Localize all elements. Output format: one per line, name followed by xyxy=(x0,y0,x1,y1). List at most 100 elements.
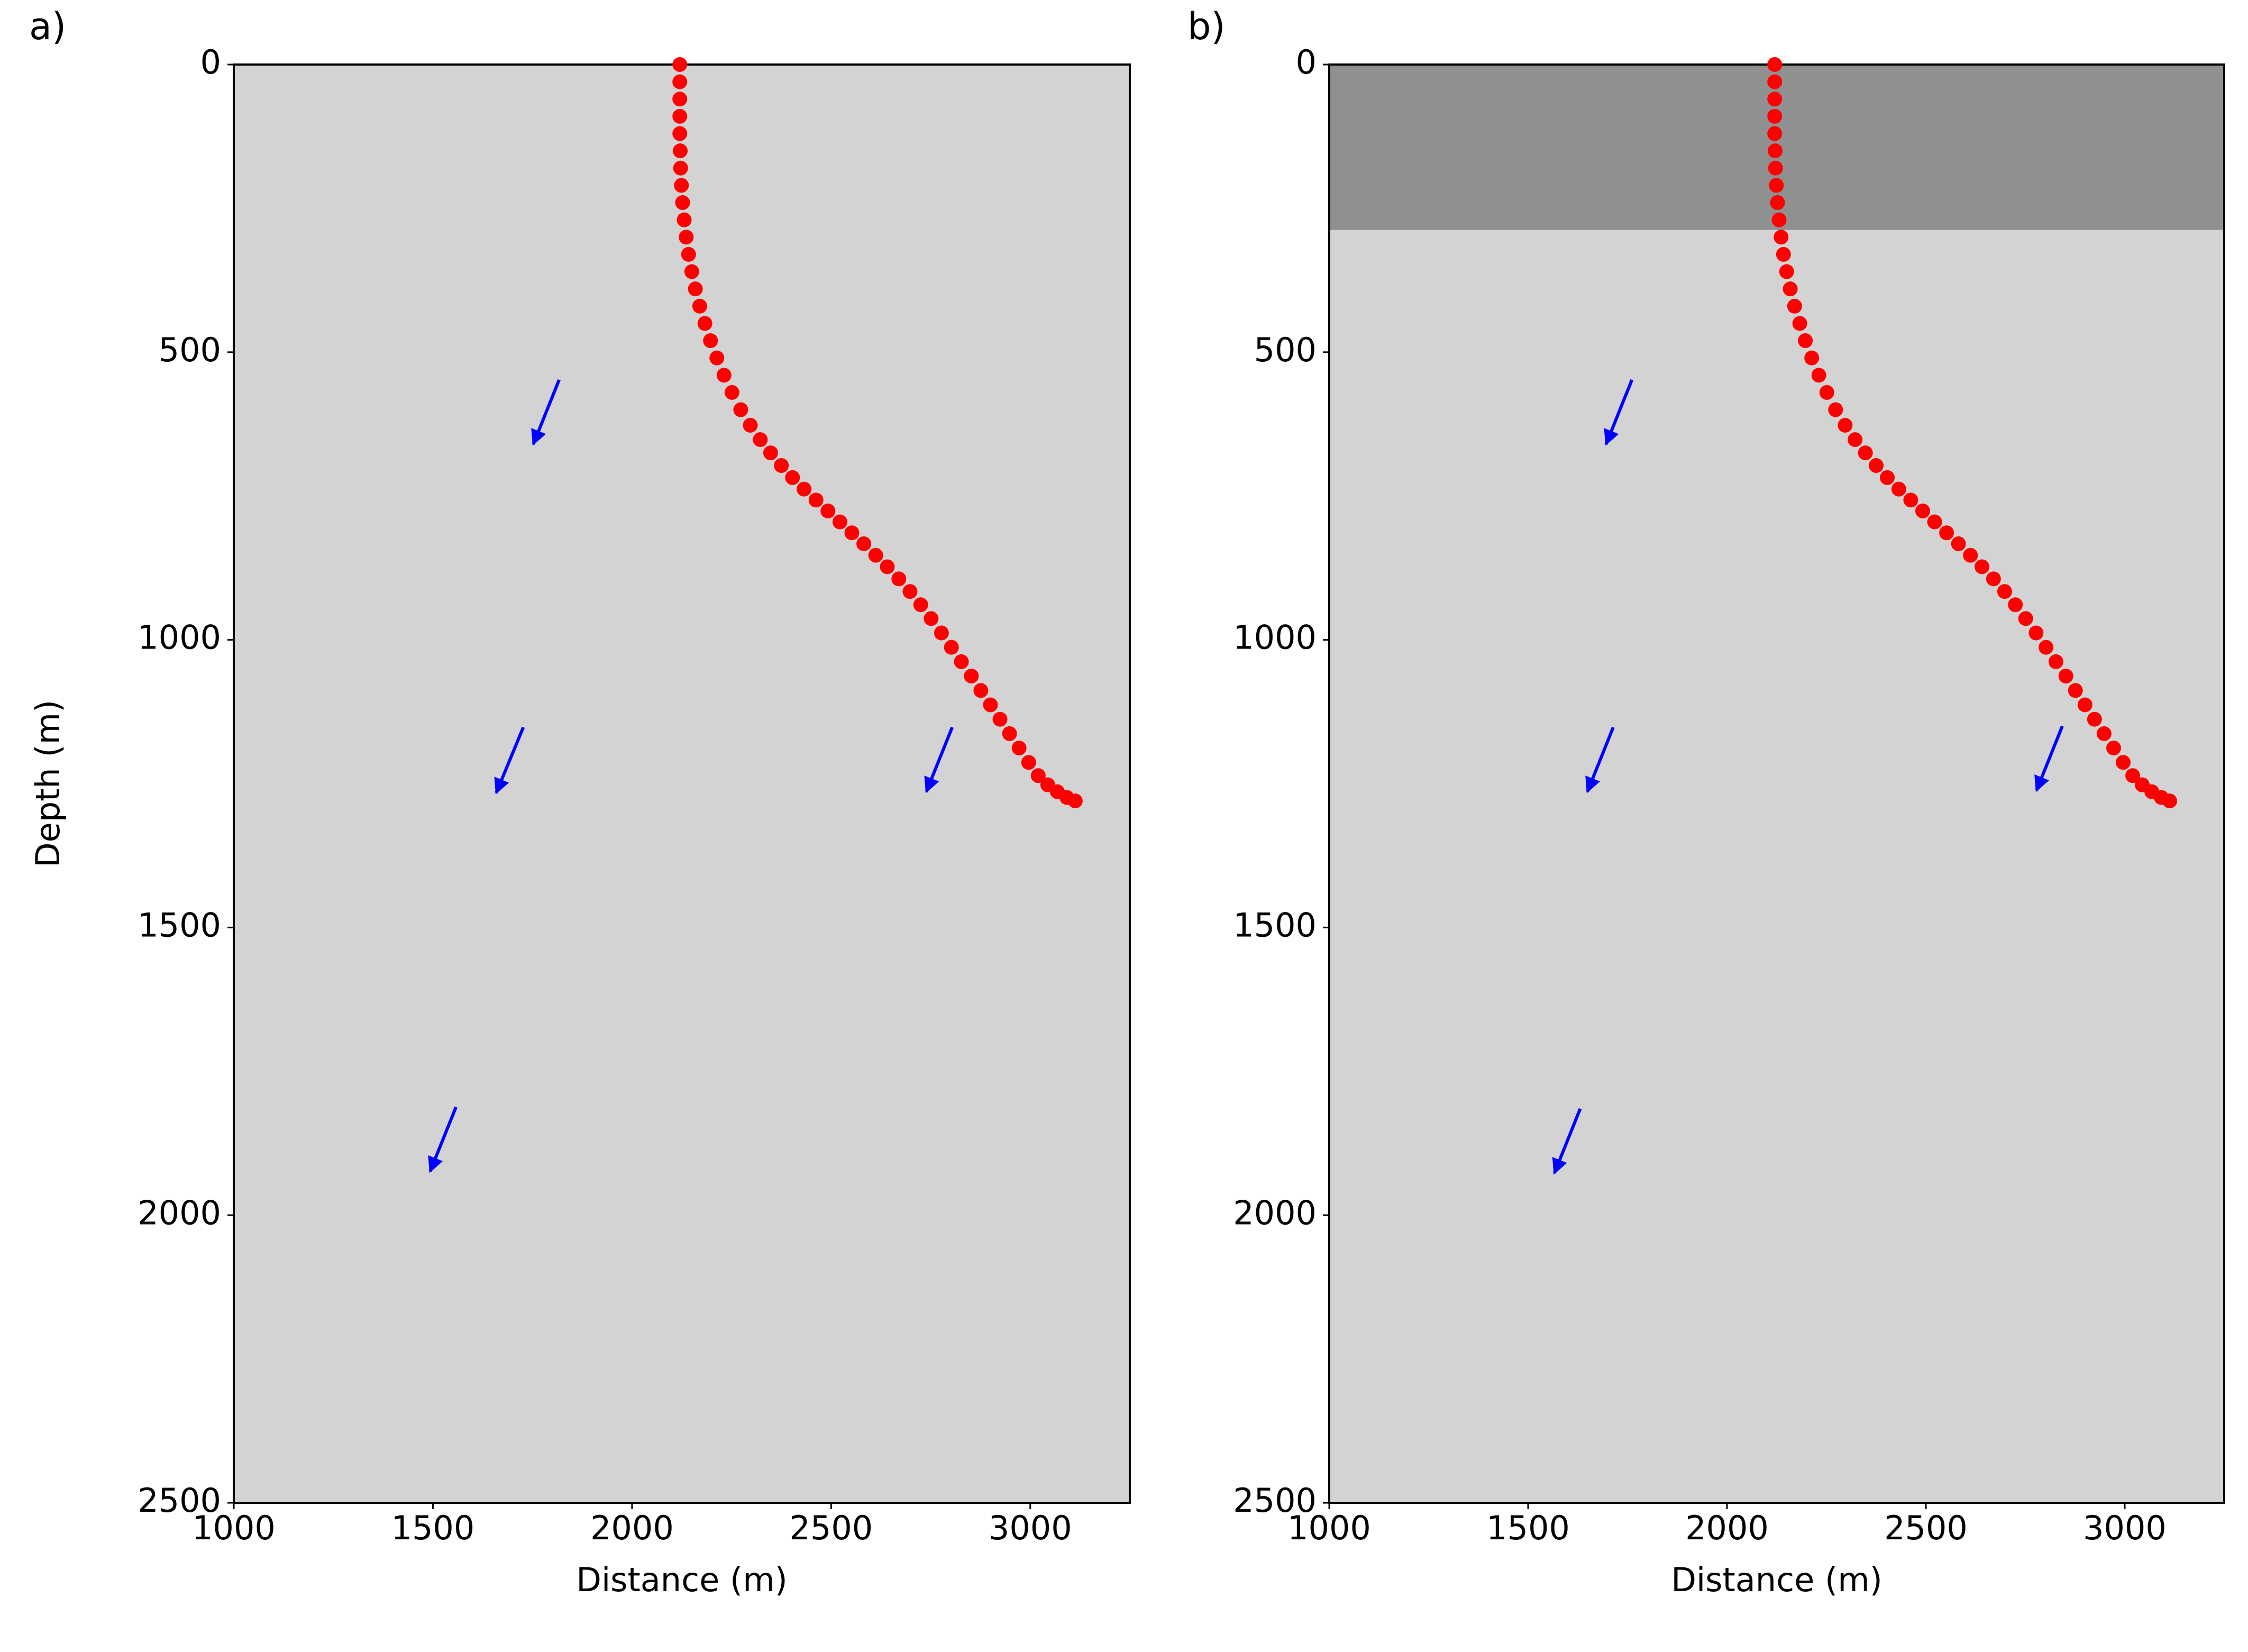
well-point xyxy=(1767,57,1783,72)
well-point xyxy=(1915,503,1930,518)
well-point xyxy=(753,432,768,448)
well-point xyxy=(1783,281,1798,297)
well-point xyxy=(684,264,699,279)
well-point xyxy=(2087,711,2102,727)
panel-label: b) xyxy=(1187,5,1226,48)
well-point xyxy=(954,654,969,669)
well-point xyxy=(1927,514,1942,530)
x-tick-label: 3000 xyxy=(2083,1509,2167,1547)
well-point xyxy=(681,247,696,262)
well-point xyxy=(2028,625,2044,641)
well-point xyxy=(1770,195,1785,211)
well-point xyxy=(1869,458,1884,473)
well-point xyxy=(2068,683,2083,698)
well-point xyxy=(1002,726,1017,741)
well-point xyxy=(2018,611,2033,626)
well-point xyxy=(992,711,1008,727)
well-point xyxy=(808,492,824,508)
well-point xyxy=(1903,492,1918,508)
well-point xyxy=(2115,755,2131,770)
x-tick-label: 1000 xyxy=(1287,1509,1371,1547)
well-point xyxy=(1768,160,1783,176)
well-point xyxy=(1858,445,1873,461)
arrow xyxy=(1552,1108,1582,1175)
well-point xyxy=(2162,793,2177,809)
well-point xyxy=(973,683,989,698)
well-point xyxy=(1951,536,1966,551)
well-point xyxy=(677,212,692,227)
well-point xyxy=(902,584,918,599)
well-point xyxy=(880,559,895,574)
well-point xyxy=(672,57,688,72)
well-point xyxy=(1769,178,1784,193)
well-point xyxy=(2096,726,2112,741)
well-point xyxy=(672,74,688,89)
well-point xyxy=(697,316,712,331)
well-point xyxy=(1828,402,1843,417)
well-point xyxy=(964,669,979,684)
x-axis-label: Distance (m) xyxy=(1671,1560,1883,1599)
well-point xyxy=(1767,74,1783,89)
well-point xyxy=(1767,108,1783,124)
well-point xyxy=(820,503,836,518)
well-point xyxy=(1848,432,1863,448)
well-point xyxy=(672,108,688,124)
well-point xyxy=(1030,768,1046,783)
well-point xyxy=(672,143,688,159)
well-point xyxy=(1787,298,1802,314)
well-point xyxy=(2058,669,2073,684)
well-point xyxy=(1776,247,1791,262)
well-point xyxy=(1997,584,2012,599)
well-point xyxy=(2077,697,2092,713)
well-point xyxy=(675,195,690,211)
well-point xyxy=(1779,264,1794,279)
arrow xyxy=(1585,726,1615,793)
x-tick-label: 2500 xyxy=(1884,1509,1968,1547)
well-point xyxy=(1804,350,1820,366)
well-point xyxy=(692,298,707,314)
well-point xyxy=(2125,768,2141,783)
x-tick-label: 1000 xyxy=(192,1509,276,1547)
well-point xyxy=(1975,559,1990,574)
y-tick-label: 500 xyxy=(159,331,221,369)
y-tick-label: 2000 xyxy=(138,1193,221,1232)
well-point xyxy=(856,536,872,551)
well-point xyxy=(1986,571,2001,587)
x-axis-label: Distance (m) xyxy=(576,1560,788,1599)
well-point xyxy=(703,333,718,349)
y-tick-label: 2000 xyxy=(1233,1193,1317,1232)
y-tick-label: 1000 xyxy=(1233,618,1317,657)
well-point xyxy=(763,445,778,461)
well-point xyxy=(1067,793,1083,809)
seismic-image xyxy=(234,65,1130,1503)
well-point xyxy=(1838,417,1853,433)
well-point xyxy=(797,481,812,497)
well-point xyxy=(2048,654,2063,669)
y-tick-label: 2500 xyxy=(138,1481,221,1520)
y-tick-label: 0 xyxy=(1296,43,1317,81)
well-point xyxy=(674,178,689,193)
arrow xyxy=(494,726,525,795)
panel-label: a) xyxy=(29,5,66,48)
x-tick-label: 1500 xyxy=(1486,1509,1570,1547)
well-point xyxy=(1792,316,1807,331)
well-point xyxy=(944,640,959,655)
well-point xyxy=(868,547,883,563)
well-point xyxy=(1767,143,1783,159)
well-point xyxy=(716,368,732,383)
well-point xyxy=(1891,481,1906,497)
well-point xyxy=(785,470,800,485)
well-point xyxy=(2008,597,2023,613)
x-tick-label: 2500 xyxy=(789,1509,873,1547)
arrow xyxy=(924,726,954,793)
x-tick-label: 3000 xyxy=(989,1509,1072,1547)
well-point xyxy=(1880,470,1895,485)
image-tint xyxy=(234,65,1130,1503)
y-tick-label: 1000 xyxy=(138,618,221,657)
well-point xyxy=(2106,741,2121,756)
well-point xyxy=(1774,230,1789,245)
well-point xyxy=(1771,212,1787,227)
well-point xyxy=(2039,640,2054,655)
well-point xyxy=(844,525,860,541)
